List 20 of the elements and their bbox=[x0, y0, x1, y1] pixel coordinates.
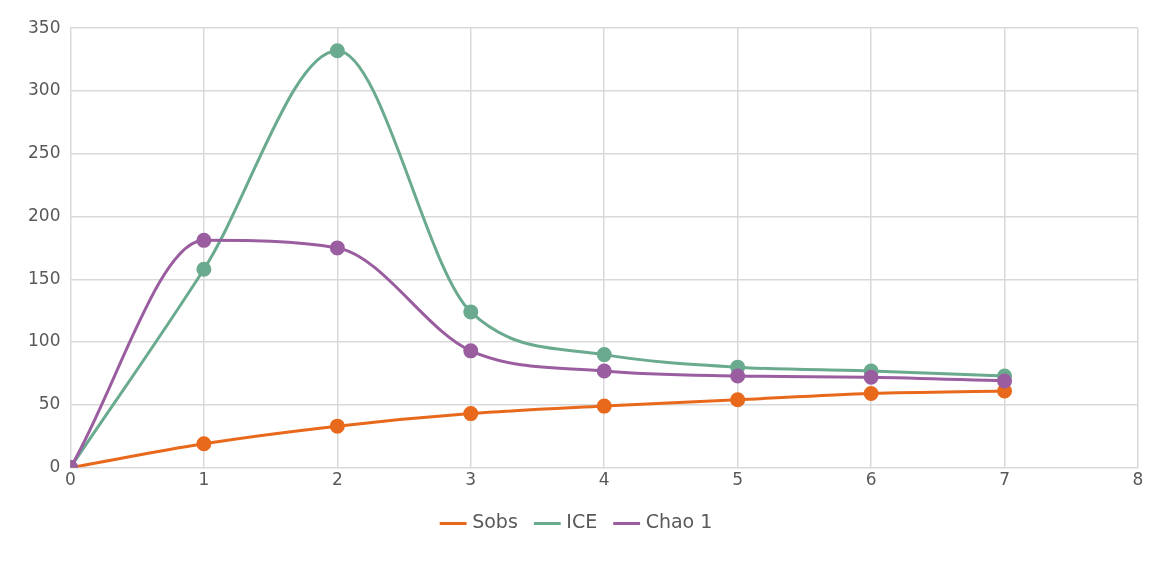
y-tick-label: 150 bbox=[27, 267, 61, 288]
y-tick-label: 300 bbox=[27, 79, 61, 100]
x-tick-label: 7 bbox=[999, 469, 1010, 490]
y-tick-label: 250 bbox=[27, 142, 61, 163]
x-tick-label: 6 bbox=[865, 469, 877, 490]
x-tick-label: 8 bbox=[1132, 469, 1144, 490]
x-tick-label: 5 bbox=[732, 469, 744, 490]
y-tick-label: 200 bbox=[27, 204, 61, 225]
x-tick-label: 2 bbox=[331, 469, 343, 490]
y-tick-label: 100 bbox=[27, 330, 61, 351]
legend-label: Sobs bbox=[472, 510, 518, 533]
y-tick-label: 0 bbox=[49, 456, 61, 477]
legend-label: ICE bbox=[566, 510, 598, 533]
x-tick-label: 0 bbox=[65, 469, 76, 490]
x-tick-label: 1 bbox=[198, 469, 210, 490]
y-tick-label: 350 bbox=[27, 16, 61, 37]
x-tick-label: 3 bbox=[465, 469, 477, 490]
legend-label: Chao 1 bbox=[645, 510, 713, 533]
y-tick-label: 50 bbox=[38, 393, 61, 414]
x-tick-label: 4 bbox=[598, 469, 610, 490]
